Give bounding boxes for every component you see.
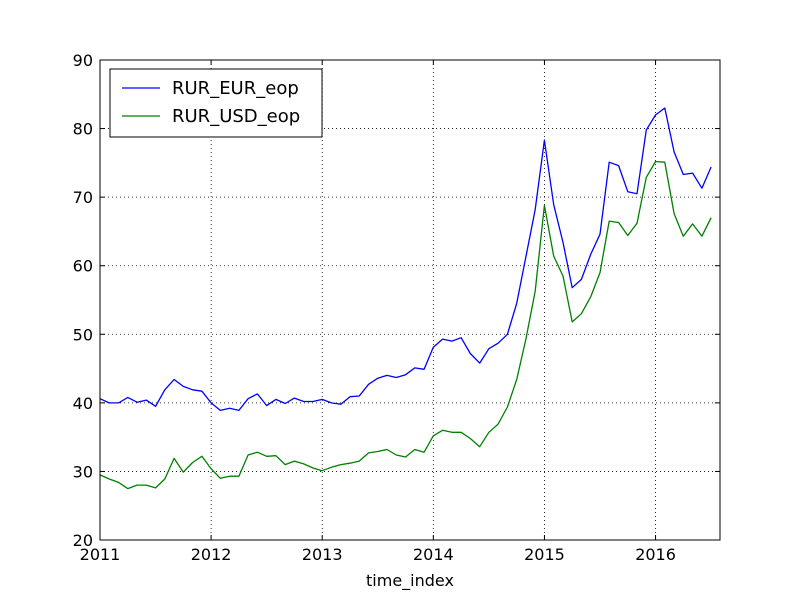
y-tick-label: 60 (73, 257, 93, 276)
x-tick-label: 2012 (191, 545, 232, 564)
x-axis-label: time_index (366, 571, 454, 591)
legend-label: RUR_USD_eop (172, 106, 300, 127)
x-tick-label: 2014 (413, 545, 454, 564)
plot-frame (99, 59, 721, 541)
y-tick-label: 80 (73, 120, 93, 139)
x-tick-label: 2015 (524, 545, 565, 564)
x-tick-label: 2011 (80, 545, 121, 564)
y-tick-label: 20 (73, 531, 93, 550)
series-line-rur-usd-eop (99, 160, 712, 490)
tick-marks (99, 59, 720, 541)
legend-label: RUR_EUR_eop (172, 78, 299, 99)
series-group (99, 107, 712, 490)
legend-box (109, 68, 323, 138)
x-tick-label: 2016 (635, 545, 676, 564)
legend: RUR_EUR_eop RUR_USD_eop (109, 68, 323, 138)
y-tick-label: 30 (73, 462, 93, 481)
y-tick-label: 50 (73, 325, 93, 344)
y-tick-label: 40 (73, 394, 93, 413)
series-line-rur-eur-eop (99, 107, 712, 412)
x-tick-label: 2013 (302, 545, 343, 564)
tick-labels: 2011 2012 2013 2014 2015 2016 20 30 40 50 60 70 80 90 (73, 51, 676, 564)
y-tick-label: 90 (73, 51, 93, 70)
plot-area (100, 60, 720, 540)
y-tick-label: 70 (73, 188, 93, 207)
